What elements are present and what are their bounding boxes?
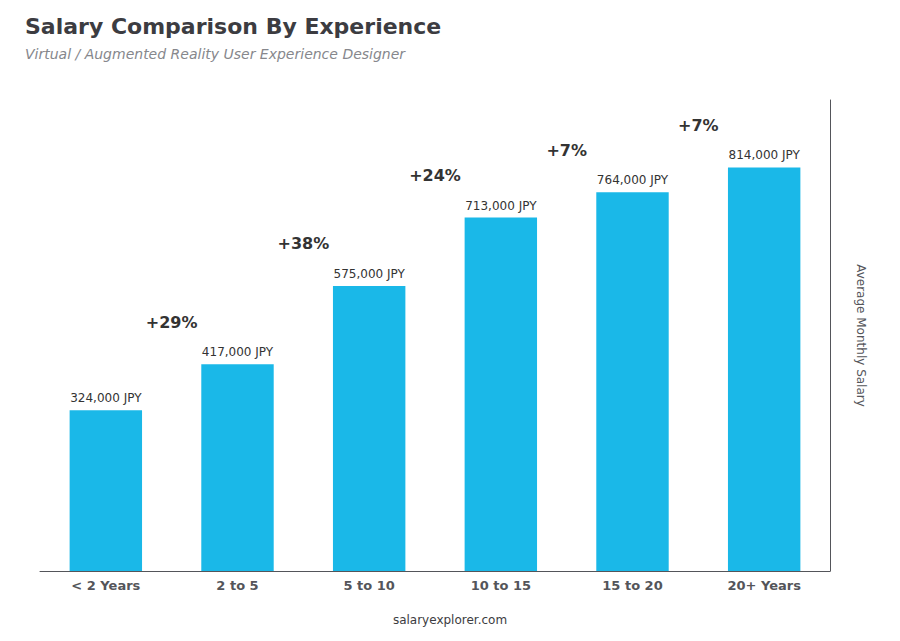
svg-text:Virtual / Augmented Reality Us: Virtual / Augmented Reality User Experie… bbox=[25, 46, 406, 62]
svg-text:+24%: +24% bbox=[409, 166, 461, 185]
svg-text:+29%: +29% bbox=[146, 313, 198, 332]
svg-text:Average Monthly Salary: Average Monthly Salary bbox=[854, 264, 868, 407]
svg-text:713,000 JPY: 713,000 JPY bbox=[465, 199, 537, 213]
svg-text:salaryexplorer.com: salaryexplorer.com bbox=[393, 613, 507, 627]
svg-text:5 to 10: 5 to 10 bbox=[343, 578, 394, 593]
svg-text:10 to 15: 10 to 15 bbox=[471, 578, 531, 593]
svg-text:764,000 JPY: 764,000 JPY bbox=[597, 173, 669, 187]
svg-text:+38%: +38% bbox=[277, 234, 329, 253]
svg-text:324,000 JPY: 324,000 JPY bbox=[70, 391, 142, 405]
svg-text:+7%: +7% bbox=[678, 116, 719, 135]
svg-text:575,000 JPY: 575,000 JPY bbox=[334, 267, 406, 281]
svg-text:814,000 JPY: 814,000 JPY bbox=[729, 148, 801, 162]
svg-text:Salary Comparison By Experienc: Salary Comparison By Experience bbox=[25, 14, 441, 39]
svg-text:2 to 5: 2 to 5 bbox=[216, 578, 258, 593]
svg-text:20+ Years: 20+ Years bbox=[727, 578, 801, 593]
svg-text:+7%: +7% bbox=[546, 141, 587, 160]
svg-text:15 to 20: 15 to 20 bbox=[602, 578, 662, 593]
svg-text:< 2 Years: < 2 Years bbox=[71, 578, 140, 593]
svg-text:417,000 JPY: 417,000 JPY bbox=[202, 345, 274, 359]
